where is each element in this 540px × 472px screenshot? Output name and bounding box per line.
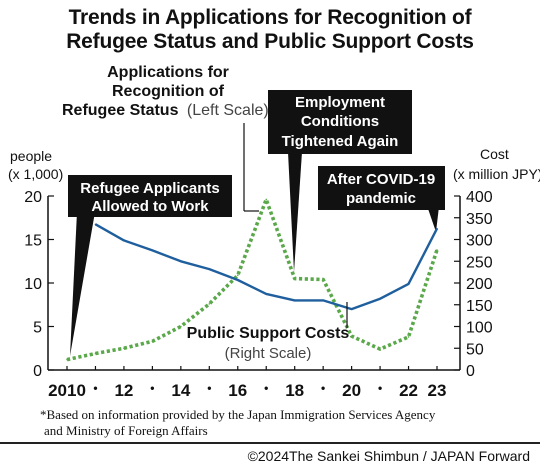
right-tick-label: 100: [466, 320, 493, 337]
callout-box-2018: [268, 90, 412, 154]
applications-point: [407, 336, 410, 338]
x-tick-label: •: [321, 381, 325, 395]
applications-label-line-1: Applications for: [107, 64, 229, 81]
right-tick-label: 350: [466, 211, 493, 228]
right-axis-label-line-1: Cost: [480, 146, 509, 162]
costs-point: [151, 249, 154, 252]
left-tick-label: 20: [24, 189, 42, 206]
applications-label-note: (Left Scale): [187, 102, 269, 119]
costs-point: [322, 299, 324, 302]
left-tick-label: 10: [24, 276, 42, 293]
applications-point: [180, 325, 182, 328]
costs-point: [293, 299, 296, 302]
event-callout-2018: Employment Conditions Tightened Again: [268, 90, 412, 272]
right-tick-label: 150: [466, 298, 493, 315]
costs-point: [208, 268, 211, 270]
source-footnote: *Based on information provided by the Ja…: [40, 407, 540, 439]
chart-svg: people (x 1,000) Cost (x million JPY) 0 5…: [8, 64, 540, 400]
applications-label-line-3: Refugee Status (Left Scale): [62, 102, 269, 119]
footnote-line-1: *Based on information provided by the Ja…: [40, 407, 436, 422]
right-tick-label: 0: [466, 363, 475, 380]
x-tick-label: •: [264, 381, 268, 395]
event-callout-2023: After COVID-19 pandemic: [318, 166, 445, 232]
costs-point: [123, 239, 125, 242]
costs-point: [265, 293, 268, 295]
x-tick-label: 14: [171, 381, 190, 400]
x-tick-label: 12: [114, 381, 133, 400]
public-support-costs-line: [94, 223, 439, 311]
applications-point: [436, 249, 438, 251]
callout-2010-line-2: Allowed to Work: [91, 198, 209, 215]
costs-point: [236, 279, 239, 281]
costs-point: [180, 260, 182, 263]
applications-point: [293, 277, 296, 280]
callout-box-2010: [68, 175, 232, 217]
right-tick-label: 300: [466, 233, 493, 250]
costs-point: [350, 308, 353, 310]
applications-point: [265, 198, 268, 201]
callout-2018-line-1: Employment: [295, 94, 385, 111]
callout-2023-line-2: pandemic: [346, 190, 416, 207]
applications-series-label: Applications for Recognition of Refugee …: [62, 64, 269, 212]
right-tick-label: 50: [466, 341, 484, 358]
right-axis-ticks: 0 50 100 150 200 250 300 350 400: [454, 189, 493, 380]
right-tick-label: 200: [466, 276, 493, 293]
applications-point: [236, 274, 239, 276]
x-tick-label: 16: [228, 381, 247, 400]
callout-2018-line-3: Tightened Again: [282, 133, 399, 150]
x-tick-label: •: [150, 381, 154, 395]
costs-point: [436, 227, 438, 230]
x-tick-label: •: [207, 381, 211, 395]
right-tick-label: 250: [466, 254, 493, 271]
x-tick-label: 22: [399, 381, 418, 400]
event-callout-2010: Refugee Applicants Allowed to Work: [68, 175, 232, 356]
left-tick-label: 0: [33, 363, 42, 380]
x-tick-label: 2010: [48, 381, 86, 400]
applications-point: [208, 303, 211, 305]
x-tick-label: 18: [285, 381, 304, 400]
x-tick-label: 20: [342, 381, 361, 400]
applications-point: [94, 352, 97, 355]
footer-divider: [0, 442, 540, 444]
costs-point: [407, 283, 410, 285]
callout-pointer-2010: [70, 212, 95, 356]
applications-point: [350, 335, 353, 337]
x-tick-label: •: [93, 381, 97, 395]
x-axis-ticks: 2010 • 12 • 14 • 16 • 18 • 20 • 22 23: [48, 366, 446, 400]
left-axis-label-line-1: people: [10, 148, 52, 164]
applications-point: [66, 358, 68, 361]
x-tick-label: •: [378, 381, 382, 395]
left-tick-label: 15: [24, 233, 42, 250]
left-tick-label: 5: [33, 320, 42, 337]
chart-title-line-1: Trends in Applications for Recognition o…: [68, 6, 472, 29]
callout-2023-line-1: After COVID-19: [327, 171, 435, 188]
series-layer: [66, 197, 439, 362]
costs-series-label: Public Support Costs (Right Scale): [187, 302, 350, 362]
costs-point: [94, 223, 97, 226]
footnote-line-2: and Ministry of Foreign Affairs: [44, 423, 208, 438]
applications-point: [123, 347, 125, 350]
callout-2010-line-1: Refugee Applicants: [80, 180, 219, 197]
callout-2018-line-2: Conditions: [301, 113, 379, 130]
applications-point: [379, 348, 381, 350]
chart-title-line-2: Refugee Status and Public Support Costs: [66, 30, 474, 53]
costs-label-note: (Right Scale): [225, 345, 312, 362]
right-axis-label-line-2: (x million JPY): [453, 166, 540, 182]
applications-label-bold: Refugee Status: [62, 102, 179, 119]
left-axis-label-line-2: (x 1,000): [8, 166, 63, 182]
applications-point: [322, 278, 324, 281]
callout-pointer-2018: [288, 152, 302, 272]
applications-point: [151, 340, 154, 343]
callout-box-2023: [318, 166, 445, 210]
costs-point: [379, 297, 381, 300]
left-axis-ticks: 0 5 10 15 20: [24, 189, 54, 380]
x-tick-label: 23: [428, 381, 447, 400]
right-tick-label: 400: [466, 189, 493, 206]
applications-label-line-2: Recognition of: [112, 83, 225, 100]
costs-label-bold: Public Support Costs: [187, 325, 350, 342]
copyright-notice: ©2024The Sankei Shimbun / JAPAN Forward: [247, 448, 530, 464]
